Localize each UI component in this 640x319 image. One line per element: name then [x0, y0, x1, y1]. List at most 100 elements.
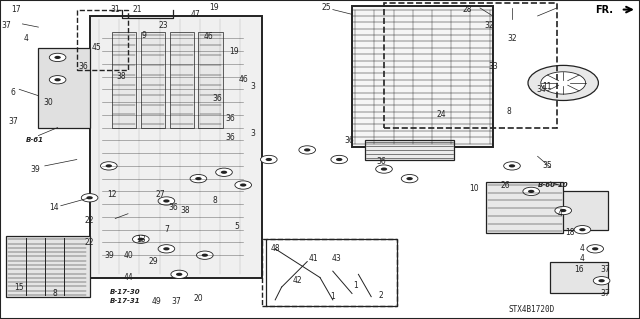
- Text: 13: 13: [136, 235, 146, 244]
- Text: 19: 19: [209, 4, 220, 12]
- Circle shape: [509, 164, 515, 167]
- Text: 1: 1: [330, 292, 335, 301]
- Text: 39: 39: [30, 165, 40, 174]
- Text: 8: 8: [506, 107, 511, 116]
- Text: 5: 5: [234, 222, 239, 231]
- Circle shape: [528, 65, 598, 100]
- Text: 12: 12: [108, 190, 116, 199]
- Circle shape: [86, 196, 93, 199]
- FancyBboxPatch shape: [90, 16, 262, 278]
- Text: 28: 28: [463, 5, 472, 14]
- Text: 18: 18: [565, 228, 574, 237]
- Text: 46: 46: [203, 32, 213, 41]
- Text: 38: 38: [116, 72, 127, 81]
- Circle shape: [216, 168, 232, 176]
- Circle shape: [401, 174, 418, 183]
- Circle shape: [336, 158, 342, 161]
- FancyBboxPatch shape: [112, 32, 136, 128]
- Circle shape: [100, 162, 117, 170]
- FancyBboxPatch shape: [550, 262, 608, 293]
- Circle shape: [106, 164, 112, 167]
- Circle shape: [235, 181, 252, 189]
- Text: FR.: FR.: [595, 4, 613, 15]
- Text: 43: 43: [331, 254, 341, 263]
- Text: 39: 39: [104, 251, 114, 260]
- Text: 32: 32: [484, 21, 495, 30]
- Text: 44: 44: [123, 273, 133, 282]
- Text: 24: 24: [436, 110, 447, 119]
- Text: 4: 4: [557, 209, 563, 218]
- Circle shape: [266, 158, 272, 161]
- Circle shape: [541, 72, 586, 94]
- Circle shape: [81, 194, 98, 202]
- Text: 3: 3: [250, 82, 255, 91]
- Text: 22: 22: [85, 216, 94, 225]
- Text: 36: 36: [212, 94, 223, 103]
- Circle shape: [158, 245, 175, 253]
- Text: 10: 10: [468, 184, 479, 193]
- Text: 25: 25: [321, 4, 332, 12]
- FancyBboxPatch shape: [38, 48, 90, 128]
- Circle shape: [158, 197, 175, 205]
- Text: 4: 4: [580, 254, 585, 263]
- Circle shape: [163, 247, 170, 250]
- Circle shape: [528, 190, 534, 193]
- Circle shape: [579, 228, 586, 231]
- Text: 15: 15: [14, 283, 24, 292]
- Text: 36: 36: [78, 63, 88, 71]
- Circle shape: [299, 146, 316, 154]
- Circle shape: [331, 155, 348, 164]
- Circle shape: [587, 245, 604, 253]
- Circle shape: [240, 183, 246, 187]
- Text: 8: 8: [52, 289, 57, 298]
- Text: 36: 36: [376, 157, 386, 166]
- Text: 41: 41: [308, 254, 319, 263]
- Text: 32: 32: [507, 34, 517, 43]
- Text: 11: 11: [543, 82, 552, 91]
- Text: 6: 6: [10, 88, 15, 97]
- Text: STX4B1720D: STX4B1720D: [508, 305, 554, 314]
- Circle shape: [260, 155, 277, 164]
- Text: 48: 48: [270, 244, 280, 253]
- FancyBboxPatch shape: [550, 191, 608, 230]
- Circle shape: [171, 270, 188, 278]
- Text: 37: 37: [600, 265, 610, 274]
- Text: B-17-30: B-17-30: [109, 289, 140, 295]
- Text: 27: 27: [155, 190, 165, 199]
- FancyBboxPatch shape: [6, 236, 90, 297]
- Text: B-61: B-61: [26, 137, 44, 143]
- Text: 36: 36: [344, 136, 354, 145]
- FancyBboxPatch shape: [141, 32, 165, 128]
- Text: 29: 29: [148, 257, 159, 266]
- Text: 23: 23: [158, 21, 168, 30]
- Text: 31: 31: [110, 5, 120, 14]
- Text: 36: 36: [225, 114, 236, 122]
- Text: 17: 17: [11, 5, 21, 14]
- Text: 9: 9: [141, 31, 147, 40]
- Circle shape: [132, 235, 149, 243]
- Text: 22: 22: [85, 238, 94, 247]
- Circle shape: [593, 277, 610, 285]
- FancyBboxPatch shape: [170, 32, 194, 128]
- Circle shape: [49, 76, 66, 84]
- Circle shape: [555, 206, 572, 215]
- FancyBboxPatch shape: [352, 6, 493, 147]
- Text: 19: 19: [228, 47, 239, 56]
- Text: 36: 36: [225, 133, 236, 142]
- Text: 4: 4: [23, 34, 28, 43]
- Text: 30: 30: [43, 98, 53, 107]
- Text: B-60-10: B-60-10: [538, 182, 569, 188]
- Circle shape: [176, 273, 182, 276]
- Text: 37: 37: [1, 21, 12, 30]
- Text: 1: 1: [353, 281, 358, 290]
- Text: 46: 46: [238, 75, 248, 84]
- Text: 35: 35: [542, 161, 552, 170]
- Circle shape: [138, 238, 144, 241]
- Text: 42: 42: [292, 276, 303, 285]
- FancyBboxPatch shape: [198, 32, 223, 128]
- Text: 37: 37: [8, 117, 18, 126]
- Text: 33: 33: [488, 63, 498, 71]
- Circle shape: [560, 209, 566, 212]
- Text: 49: 49: [152, 297, 162, 306]
- Text: 8: 8: [212, 197, 217, 205]
